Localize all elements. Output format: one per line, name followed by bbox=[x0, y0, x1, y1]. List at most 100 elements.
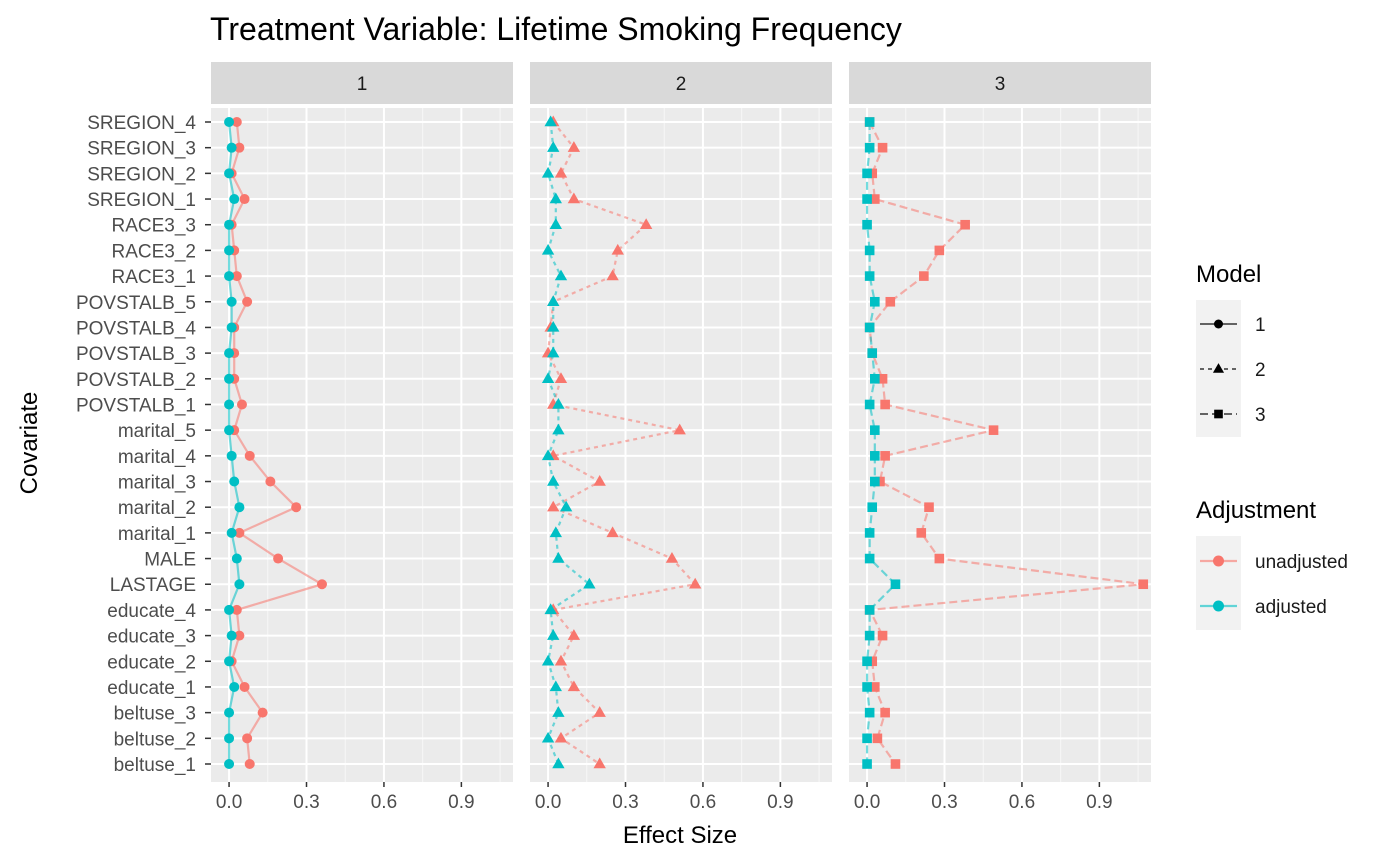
data-point-adjusted bbox=[547, 346, 560, 358]
data-point-adjusted bbox=[549, 526, 562, 538]
x-axis-title: Effect Size bbox=[623, 822, 737, 849]
data-point-adjusted bbox=[229, 476, 240, 487]
data-point-unadjusted bbox=[877, 142, 888, 153]
data-point-unadjusted bbox=[593, 475, 606, 486]
x-tick-label: 0.9 bbox=[767, 792, 793, 813]
data-point-adjusted bbox=[864, 322, 875, 333]
data-point-unadjusted bbox=[244, 759, 255, 769]
y-tick-label: LASTAGE bbox=[110, 575, 196, 596]
data-point-unadjusted bbox=[867, 168, 878, 179]
data-point-adjusted bbox=[544, 115, 557, 127]
data-point-unadjusted bbox=[244, 450, 255, 461]
data-point-adjusted bbox=[234, 579, 245, 590]
x-tick-label: 0.0 bbox=[535, 792, 561, 813]
data-point-adjusted bbox=[864, 528, 875, 538]
data-point-unadjusted bbox=[689, 577, 702, 589]
data-point-adjusted bbox=[583, 577, 596, 589]
legend-title-adjustment: Adjustment bbox=[1196, 497, 1316, 524]
data-point-adjusted bbox=[224, 759, 235, 769]
data-point-unadjusted bbox=[875, 476, 885, 487]
x-tick-label: 0.0 bbox=[216, 792, 242, 813]
data-point-adjusted bbox=[224, 348, 235, 359]
data-point-adjusted bbox=[541, 731, 555, 743]
data-point-unadjusted bbox=[880, 707, 890, 718]
data-point-unadjusted bbox=[265, 476, 276, 487]
y-tick-label: POVSTALB_1 bbox=[76, 395, 196, 416]
data-point-unadjusted bbox=[242, 296, 253, 307]
y-tick-label: educate_4 bbox=[107, 601, 196, 622]
data-point-adjusted bbox=[554, 269, 568, 281]
data-point-adjusted bbox=[541, 449, 555, 461]
legend-label-model: 1 bbox=[1255, 315, 1266, 336]
data-point-unadjusted bbox=[554, 654, 568, 666]
data-point-unadjusted bbox=[1138, 579, 1149, 590]
x-tick-label: 0.6 bbox=[690, 792, 716, 813]
data-point-unadjusted bbox=[234, 630, 245, 641]
y-tick-label: POVSTALB_4 bbox=[76, 318, 196, 339]
data-point-unadjusted bbox=[877, 374, 888, 384]
x-tick-label: 0.3 bbox=[931, 792, 957, 813]
data-point-unadjusted bbox=[916, 528, 927, 538]
legend-label-adjustment: unadjusted bbox=[1255, 552, 1348, 573]
facet-strip bbox=[849, 62, 1151, 104]
data-point-unadjusted bbox=[890, 759, 901, 769]
panel-background bbox=[530, 108, 832, 782]
data-point-adjusted bbox=[224, 117, 235, 127]
data-point-unadjusted bbox=[257, 707, 268, 718]
x-tick-label: 0.9 bbox=[448, 792, 474, 813]
legend-key-circle bbox=[1213, 555, 1224, 567]
data-point-adjusted bbox=[226, 450, 237, 461]
facet-strip-label: 1 bbox=[357, 74, 368, 95]
data-point-adjusted bbox=[226, 296, 237, 307]
x-tick-label: 0.0 bbox=[854, 792, 880, 813]
legend-label-model: 2 bbox=[1255, 360, 1266, 381]
data-point-adjusted bbox=[547, 475, 560, 486]
data-point-unadjusted bbox=[877, 630, 888, 641]
data-point-unadjusted bbox=[567, 192, 581, 204]
x-tick-label: 0.9 bbox=[1086, 792, 1112, 813]
data-point-adjusted bbox=[552, 423, 565, 435]
data-point-adjusted bbox=[229, 194, 240, 205]
data-point-unadjusted bbox=[231, 271, 242, 282]
facet-strip bbox=[530, 62, 832, 104]
data-point-unadjusted bbox=[593, 706, 606, 717]
y-tick-label: educate_1 bbox=[107, 678, 196, 699]
legend-key-circle bbox=[1214, 319, 1223, 329]
data-point-adjusted bbox=[867, 348, 878, 358]
data-point-unadjusted bbox=[885, 296, 896, 307]
data-point-unadjusted bbox=[870, 194, 880, 204]
data-point-adjusted bbox=[224, 373, 235, 384]
data-point-unadjusted bbox=[867, 656, 878, 667]
data-point-adjusted bbox=[547, 141, 560, 152]
x-tick-label: 0.6 bbox=[1009, 792, 1035, 813]
legend-label-model: 3 bbox=[1255, 405, 1266, 426]
data-point-adjusted bbox=[870, 476, 880, 487]
data-point-adjusted bbox=[552, 757, 565, 769]
data-point-unadjusted bbox=[880, 451, 890, 461]
data-point-adjusted bbox=[226, 142, 237, 153]
facet-panel-3: 3 0.0 0.3 0.6 0.9 bbox=[849, 62, 1151, 813]
data-point-adjusted bbox=[224, 399, 235, 410]
data-point-adjusted bbox=[224, 656, 235, 667]
data-point-adjusted bbox=[862, 759, 872, 769]
data-point-adjusted bbox=[549, 680, 562, 692]
data-point-adjusted bbox=[231, 553, 242, 564]
data-point-adjusted bbox=[864, 707, 875, 718]
y-tick-label: marital_5 bbox=[118, 421, 196, 442]
data-point-adjusted bbox=[224, 271, 235, 282]
data-point-adjusted bbox=[549, 218, 562, 229]
facet-panels: 1 0.0 0.3 0.6 0.9 2 0.0 0.3 0.6 0.9 3 0.0 0.3 0.6 0.9 bbox=[211, 62, 1151, 813]
facet-strip-label: 3 bbox=[995, 74, 1006, 95]
data-point-unadjusted bbox=[236, 399, 247, 410]
data-point-unadjusted bbox=[934, 553, 945, 564]
y-tick-label: POVSTALB_3 bbox=[76, 344, 196, 365]
data-point-unadjusted bbox=[960, 219, 970, 230]
data-point-unadjusted bbox=[239, 194, 250, 205]
data-point-adjusted bbox=[864, 142, 875, 153]
data-point-adjusted bbox=[234, 502, 245, 513]
data-point-adjusted bbox=[224, 245, 235, 256]
legend-keys-background bbox=[1196, 536, 1241, 630]
data-point-adjusted bbox=[541, 372, 555, 384]
data-point-adjusted bbox=[226, 527, 237, 538]
data-point-adjusted bbox=[864, 605, 875, 615]
